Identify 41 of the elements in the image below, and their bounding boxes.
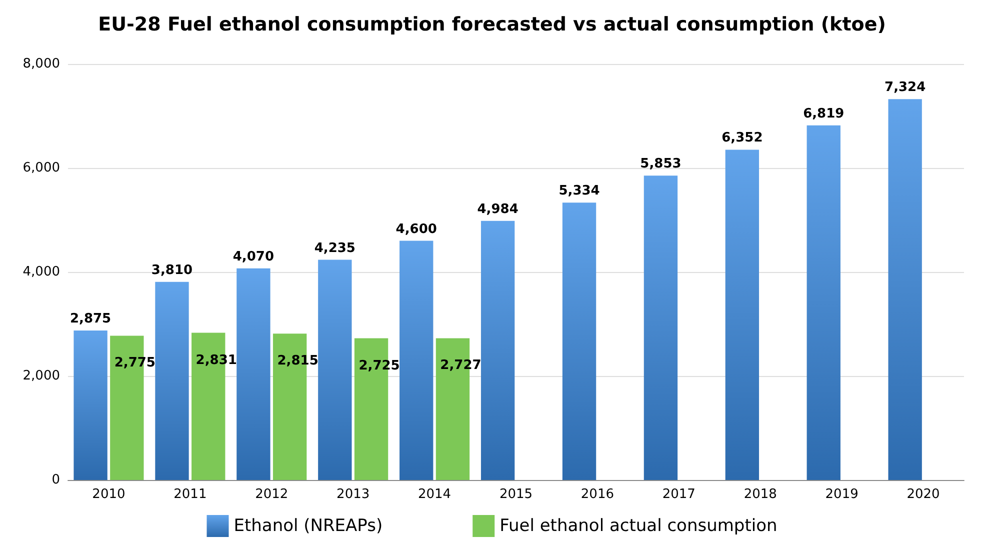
bar [725,150,760,480]
x-tick-label: 2012 [255,487,288,502]
y-tick-label: 2,000 [22,368,60,384]
y-tick-label: 0 [52,472,60,488]
bar [74,330,108,480]
y-tick-label: 4,000 [22,264,60,280]
data-label: 4,070 [232,249,274,264]
data-label: 5,334 [558,184,600,199]
chart-title: EU-28 Fuel ethanol consumption forecasted vs actual consumption (ktoe) [98,14,886,36]
bar [806,125,840,480]
data-label: 3,810 [151,262,193,278]
data-label: 6,819 [803,106,844,122]
legend-label: Fuel ethanol actual consumption [500,516,778,536]
x-tick-label: 2015 [499,487,533,502]
bar [562,202,596,480]
bar [318,260,352,480]
x-tick-label: 2013 [336,487,370,502]
bar [400,240,434,480]
data-label: 4,235 [314,240,356,256]
bar [480,220,515,480]
bar [644,176,678,480]
data-label: 6,352 [722,130,763,146]
bar [155,282,189,480]
data-label: 5,853 [640,156,682,172]
x-tick-label: 2019 [825,487,858,502]
data-label: 4,984 [477,202,518,217]
data-label: 2,875 [70,312,112,326]
data-label: 4,600 [396,222,437,237]
x-tick-label: 2010 [92,487,126,502]
y-tick-label: 8,000 [22,56,60,72]
x-tick-label: 2017 [662,487,696,502]
x-tick-label: 2016 [580,487,614,502]
y-tick-label: 6,000 [22,160,60,176]
x-tick-label: 2011 [174,487,207,502]
x-tick-label: 2020 [906,487,940,502]
x-tick-label: 2018 [744,487,777,502]
bar [888,99,922,480]
x-tick-label: 2014 [418,487,452,502]
data-label: 7,324 [884,80,926,96]
legend-label: Ethanol (NREAPs) [234,516,383,536]
bar [236,268,270,480]
